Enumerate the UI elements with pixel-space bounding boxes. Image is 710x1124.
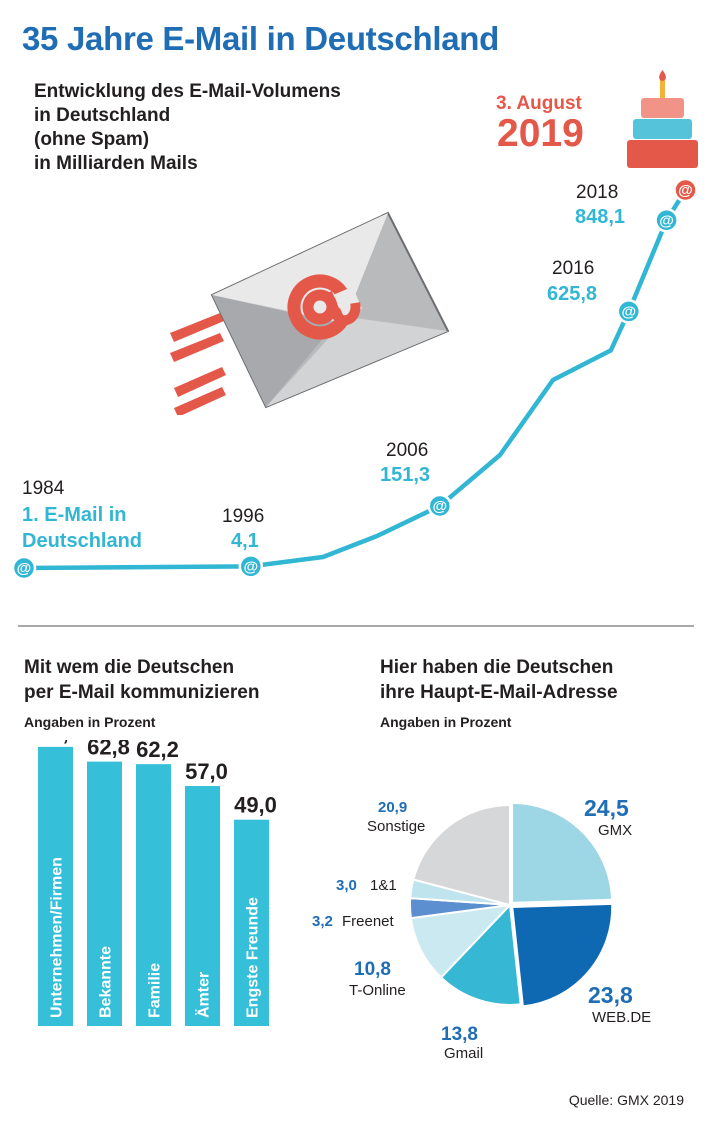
bar-3 [136,764,171,1026]
year-label-2016: 2016 [552,258,595,279]
at-icon: @ [621,303,636,320]
line-chart: @ @@@@@ [11,177,698,581]
year-label-1984: 1984 [22,478,65,499]
at-marker-2006: @ [427,493,453,519]
pie-name-tonline: T-Online [349,982,406,999]
pie-chart-unit-note: Angaben in Prozent [380,714,512,730]
volume-line [23,188,688,571]
pie-title-line-2: ihre Haupt-E-Mail-Adresse [380,682,618,703]
bar-chart-unit-note: Angaben in Prozent [24,714,156,730]
value-label-2018: 848,1 [575,206,626,228]
speed-lines-icon [170,313,226,415]
page-title: 35 Jahre E-Mail in Deutschland [22,20,499,57]
at-icon: @ [432,498,447,515]
bar-5 [234,819,269,1026]
value-label-2006: 151,3 [380,464,431,486]
first-email-line-1: 1. E-Mail in [22,504,127,526]
bar-title-line-1: Mit wem die Deutschen [24,657,235,678]
bar-2 [87,761,122,1026]
pie-chart [409,801,614,1008]
at-icon: @ [659,212,674,229]
bar-category-label: Ämter [195,972,213,1018]
pie-name-sonstige: Sonstige [367,818,426,835]
pie-name-gmail: Gmail [444,1045,484,1062]
source-note: Quelle: GMX 2019 [568,1092,684,1108]
bar-chart: 66,3 Unternehmen/Firmen 62,8 Bekannte 62,2 Fa… [38,740,277,1026]
line-chart-subtitle: Entwicklung des E-Mail-Volumens in Deuts… [34,80,341,176]
bar-value-label: 57,0 [185,759,228,784]
subtitle-line-1: Entwicklung des E-Mail-Volumens [34,81,341,102]
bar-value-label: 62,8 [87,740,130,760]
bar-category-label: Engste Freunde [245,897,262,1018]
first-email-label: 1. E-Mail in Deutschland [22,502,142,554]
pie-slice-sonstige [412,803,511,907]
year-label-2006: 2006 [386,440,429,461]
section-divider [18,625,694,627]
bar-category-label: Familie [147,963,164,1018]
pie-value-freenet: 3,2 [312,913,333,930]
pie-name-freenet: Freenet [342,913,394,930]
at-marker-1996: @ [238,554,264,579]
pie-chart-title: Hier haben die Deutschen ihre Haupt-E-Ma… [380,655,618,705]
subtitle-line-2: in Deutschland [34,105,171,126]
year-label-2018: 2018 [576,182,619,203]
envelope-at-icon [170,211,450,415]
value-label-2016: 625,8 [547,283,598,305]
bar-chart-title: Mit wem die Deutschen per E-Mail kommuni… [24,655,259,705]
pie-value-gmx: 24,5 [584,795,629,821]
value-label-1996: 4,1 [231,530,259,552]
bar-value-label: 62,2 [136,740,179,762]
bar-title-line-2: per E-Mail kommunizieren [24,682,260,703]
at-icon: @ [243,558,258,575]
pie-slice-gmx [511,801,614,904]
at-icon: @ [17,560,32,577]
pie-title-line-1: Hier haben die Deutschen [380,657,614,678]
pie-name-webde: WEB.DE [592,1009,652,1026]
year-label-1996: 1996 [222,506,265,527]
birthday-cake-icon [627,70,698,168]
bar-category-label: Bekannte [98,946,115,1018]
at-marker-2018: @ [654,208,679,233]
pie-value-webde: 23,8 [588,982,633,1008]
pie-slice-gmail [439,902,522,1006]
pie-value-tonline: 10,8 [354,959,391,980]
at-marker-2019: @ [673,177,698,203]
first-email-line-2: Deutschland [22,530,143,552]
anniversary-year: 2019 [497,112,584,155]
pie-name-1und1: 1&1 [370,877,397,894]
bar-value-label: 49,0 [234,793,277,818]
at-marker-1984: @ [11,555,37,581]
at-marker-2016: @ [616,299,642,324]
subtitle-line-4: in Milliarden Mails [34,153,198,174]
pie-slice-tonline [409,903,513,979]
bar-4 [185,786,220,1026]
anniversary-date: 3. August [496,93,582,114]
pie-slice-webde [511,902,614,1008]
pie-value-sonstige: 20,9 [378,799,408,816]
bar-1 [38,746,73,1026]
bar-value-label: 66,3 [38,740,81,745]
bar-category-label: Unternehmen/Firmen [49,857,66,1018]
subtitle-line-3: (ohne Spam) [34,129,150,150]
pie-value-1und1: 3,0 [336,877,357,894]
pie-name-gmx: GMX [598,822,633,839]
pie-value-gmail: 13,8 [441,1024,478,1045]
at-icon: @ [678,182,693,199]
